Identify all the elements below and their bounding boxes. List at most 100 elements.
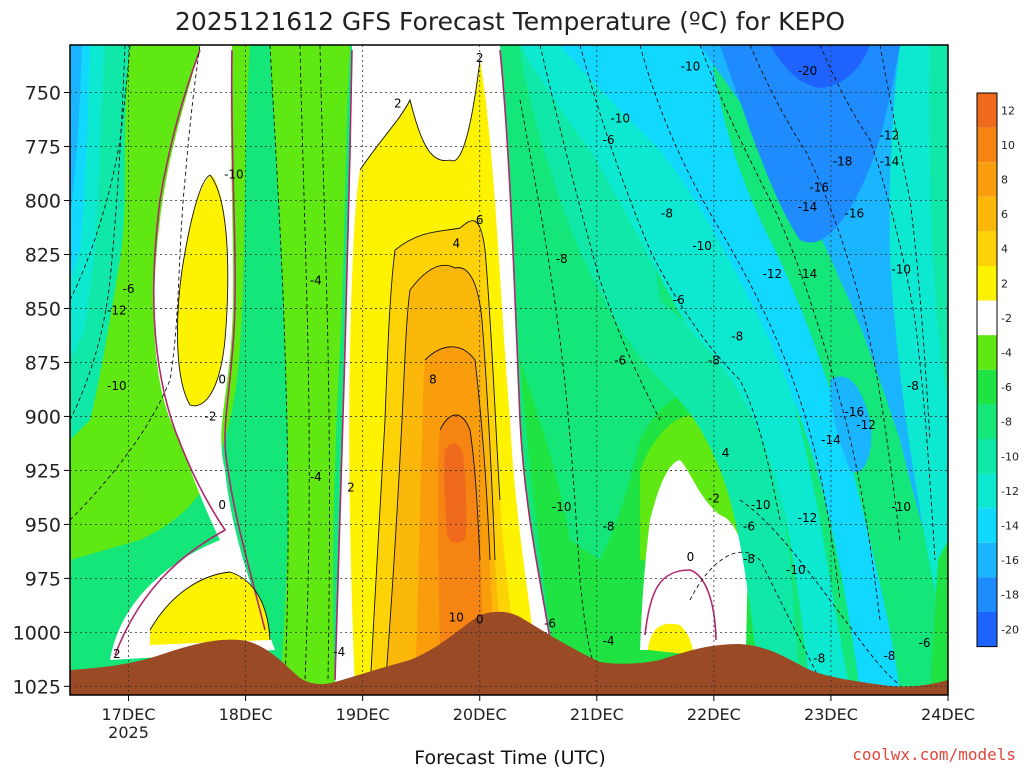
- colorbar-swatch-8: [977, 369, 997, 405]
- contour-label: 0: [687, 550, 695, 564]
- contour-label: -12: [798, 511, 818, 525]
- colorbar-swatch-11: [977, 473, 997, 509]
- field-band-right-edge-green: [930, 540, 948, 690]
- contour-label: 8: [429, 373, 437, 387]
- contour-label: 10: [449, 610, 464, 624]
- colorbar-swatch-7: [977, 335, 997, 370]
- plot-area: [70, 45, 948, 695]
- field-band-right-white: [640, 460, 748, 650]
- contour-label: -8: [813, 651, 825, 665]
- contour-label: -12: [880, 129, 900, 143]
- colorbar-tick-label: 8: [1001, 174, 1008, 187]
- contour-label: -2: [708, 491, 720, 505]
- contour-label: -6: [123, 282, 135, 296]
- contour-label: 0: [476, 612, 484, 626]
- contour-label: -6: [919, 636, 931, 650]
- contour-label: 4: [722, 446, 730, 460]
- contour-label: -6: [603, 133, 615, 147]
- gridlines: [70, 45, 948, 695]
- colorbar-frame: [976, 92, 998, 648]
- y-tick-label-925: 925: [25, 460, 61, 482]
- colorbar-swatch-13: [977, 542, 997, 578]
- field-band-right-edge-mint: [929, 45, 948, 400]
- contour-label: -12: [763, 267, 783, 281]
- contour-label: -20: [798, 64, 818, 78]
- colorbar-tick-label: 12: [1001, 104, 1015, 117]
- y-tick-label-900: 900: [25, 406, 61, 428]
- terrain: [70, 611, 948, 695]
- contour-label: -12: [856, 418, 876, 432]
- colorbar-swatch-3: [977, 196, 997, 232]
- contour-freezing-right: [644, 569, 717, 641]
- field-band-right-cyan: [560, 45, 900, 690]
- colorbar-tick-label: -16: [1001, 554, 1019, 567]
- x-tick-label-24DEC: 24DEC: [921, 705, 975, 724]
- colorbar-tick-label: -14: [1001, 520, 1019, 533]
- y-tick-label-875: 875: [25, 352, 61, 374]
- colorbar-tick-label: -10: [1001, 450, 1019, 463]
- contour-label: -10: [552, 500, 572, 514]
- contour-freezing-left2: [224, 49, 266, 631]
- contour-label: -14: [821, 433, 841, 447]
- contour-label: 0: [218, 498, 226, 512]
- contour-label: -8: [731, 330, 743, 344]
- contour-label: -8: [708, 353, 720, 367]
- field-band-left-yellow: [177, 175, 228, 406]
- y-tick-label-1025: 1025: [13, 676, 61, 698]
- contour-label: 4: [452, 237, 460, 251]
- x-tick-label-21DEC: 21DEC: [570, 705, 624, 724]
- contour-label: -12: [107, 304, 127, 318]
- y-tick-label-775: 775: [25, 136, 61, 158]
- contour-label: -14: [880, 155, 900, 169]
- contour-label: -8: [603, 520, 615, 534]
- contour-label: -14: [798, 200, 818, 214]
- field-band-right-lightblue: [700, 45, 948, 600]
- colorbar-tick-label: -20: [1001, 623, 1019, 636]
- chart-title: 2025121612 GFS Forecast Temperature (ºC)…: [175, 7, 845, 36]
- colorbar-swatch-2: [977, 162, 997, 197]
- colorbar-tick-label: -18: [1001, 589, 1019, 602]
- y-axis: 750 775 800 825 850 875 900 925 950 975 1000 1025: [13, 83, 70, 698]
- y-tick-label-850: 850: [25, 298, 61, 320]
- field-band-right-mint: [520, 45, 800, 690]
- contour-label: 2: [394, 96, 402, 110]
- colorbar-tick-label: 6: [1001, 208, 1008, 221]
- contour-label: 6: [476, 213, 484, 227]
- field-band-left-yellow-low: [150, 572, 270, 645]
- field-band-mid-green: [270, 45, 350, 690]
- field-band-core-max: [444, 443, 467, 543]
- credit-text: coolwx.com/models: [852, 745, 1016, 764]
- field-band-right-blue: [720, 45, 900, 243]
- contour-label: 0: [218, 373, 226, 387]
- colorbar-tick-label: -8: [1001, 416, 1012, 429]
- x-tick-label-23DEC: 23DEC: [804, 705, 858, 724]
- colorbar-swatch-10: [977, 439, 997, 474]
- colorbar-tick-label: -12: [1001, 485, 1019, 498]
- x-axis-label: Forecast Time (UTC): [414, 747, 605, 768]
- field-band-left-blue2: [70, 45, 82, 220]
- contour-negative-lines: [70, 45, 936, 686]
- y-tick-label-950: 950: [25, 514, 61, 536]
- field-band-right-lower-blue: [830, 376, 872, 472]
- colorbar: 12 10 8 6 4 2 -2 -4 -6 -8 -10 -12 -14 -16 -18 -20: [976, 92, 1019, 648]
- x-tick-label-18DEC: 18DEC: [219, 705, 273, 724]
- contour-label: -8: [883, 649, 895, 663]
- contour-label: -8: [556, 252, 568, 266]
- colorbar-tick-label: -4: [1001, 347, 1012, 360]
- contour-label: -10: [681, 60, 701, 74]
- contour-label: -14: [798, 267, 818, 281]
- colorbar-tick-label: -6: [1001, 381, 1012, 394]
- y-tick-label-825: 825: [25, 244, 61, 266]
- y-tick-label-800: 800: [25, 190, 61, 212]
- x-tick-label-19DEC: 19DEC: [336, 705, 390, 724]
- contour-label: -10: [786, 563, 806, 577]
- colorbar-swatch-15: [977, 612, 997, 647]
- y-tick-label-975: 975: [25, 568, 61, 590]
- contour-label: -10: [692, 239, 712, 253]
- colorbar-tick-label: 10: [1001, 139, 1015, 152]
- contour-positive-lines: [149, 59, 501, 691]
- contour-label: -6: [673, 293, 685, 307]
- contour-label: -10: [751, 498, 771, 512]
- colorbar-tick-label: -2: [1001, 312, 1012, 325]
